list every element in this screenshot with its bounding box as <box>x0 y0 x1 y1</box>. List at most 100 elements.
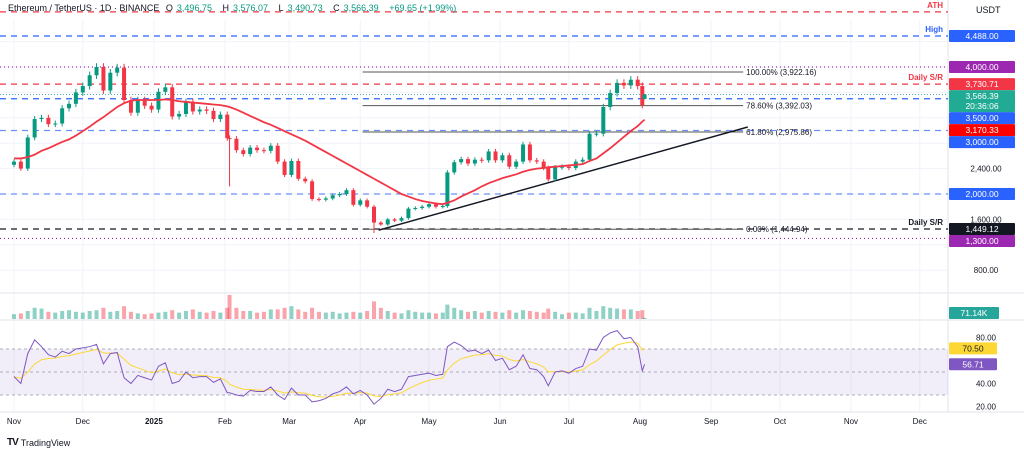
candle-body <box>39 117 44 120</box>
volume-bar <box>372 301 377 319</box>
candle-body <box>413 207 418 209</box>
volume-bar <box>459 310 464 319</box>
candle-body <box>440 206 445 208</box>
candle-body <box>248 147 253 154</box>
candle-body <box>135 100 140 113</box>
candle-body <box>67 103 72 109</box>
volume-badge <box>949 307 999 319</box>
volume-bar <box>615 308 620 319</box>
candle-body <box>527 144 532 161</box>
volume-bar <box>385 311 390 319</box>
level-label: Daily S/R <box>908 73 943 82</box>
price-axis-badge <box>949 112 1015 125</box>
volume-bar <box>472 311 477 319</box>
volume-bar <box>628 309 633 319</box>
tradingview-logo[interactable]: TV TradingView <box>7 437 70 448</box>
candle-body <box>80 86 85 93</box>
volume-bar <box>255 312 260 319</box>
x-tick-label: Nov <box>844 417 858 426</box>
candle-body <box>163 87 168 92</box>
candle-body <box>640 86 645 106</box>
volume-bar <box>580 313 585 319</box>
candle-body <box>46 117 51 125</box>
candle-body <box>466 159 471 164</box>
volume-bar <box>142 314 147 319</box>
volume-bar <box>80 312 85 319</box>
volume-bar <box>479 312 484 319</box>
volume-bar <box>108 311 113 319</box>
candle-body <box>392 219 397 221</box>
candle-body <box>94 67 99 76</box>
volume-bar <box>289 306 294 319</box>
volume-bar <box>241 311 246 319</box>
x-tick-label: Nov <box>7 417 21 426</box>
candle-body <box>344 190 349 194</box>
volume-bar <box>635 311 640 319</box>
volume-bar <box>190 309 195 319</box>
volume-bar <box>560 314 565 319</box>
volume-bar <box>225 307 230 319</box>
candle-body <box>452 162 457 173</box>
ohlc-open: O 3,496.75 <box>165 3 212 13</box>
volume-bar <box>156 312 161 319</box>
x-tick-label: Mar <box>282 417 296 426</box>
volume-bar <box>128 311 133 319</box>
volume-bar <box>170 310 175 319</box>
ma-badge-text: 3,170.33 <box>965 125 998 135</box>
current-price-text: 3,566.39 <box>965 91 998 101</box>
symbol-title[interactable]: Ethereum / TetherUS · 1D · BINANCE <box>8 3 160 13</box>
price-axis-badge <box>949 136 1015 149</box>
candle-body <box>507 155 512 167</box>
candle-body <box>587 133 592 160</box>
volume-bar <box>566 312 571 319</box>
candle-body <box>142 100 147 106</box>
volume-bar <box>248 311 253 319</box>
price-axis-badge-text: 1,300.00 <box>965 236 998 246</box>
candle-body <box>197 109 202 112</box>
candle-body <box>101 67 106 91</box>
candle-body <box>385 219 390 225</box>
candle-body <box>642 94 647 99</box>
volume-bar <box>218 312 223 319</box>
price-axis-badge-text: 3,000.00 <box>965 137 998 147</box>
currency-label[interactable]: USDT <box>976 5 1001 15</box>
x-tick-label: 2025 <box>145 417 163 426</box>
volume-bar <box>358 312 363 319</box>
candle-body <box>615 82 620 94</box>
candle-body <box>358 200 363 205</box>
candle-body <box>445 172 450 207</box>
volume-bar <box>573 312 578 319</box>
volume-bar <box>25 311 30 319</box>
volume-bar <box>316 311 321 319</box>
volume-bar <box>53 312 58 319</box>
x-tick-label: Dec <box>76 417 90 426</box>
volume-bar <box>640 310 645 319</box>
candle-body <box>594 133 599 135</box>
volume-bar <box>452 307 457 319</box>
fib-level-label: 61.80% (2,975.86) <box>746 128 812 137</box>
volume-bar <box>594 311 599 319</box>
candle-body <box>546 167 551 180</box>
volume-bar <box>378 307 383 319</box>
volume-bar <box>587 307 592 319</box>
candle-body <box>204 109 209 111</box>
volume-bar <box>351 311 356 319</box>
volume-bar <box>135 313 140 319</box>
x-tick-label: Apr <box>354 417 367 426</box>
countdown-text: 20:36:06 <box>965 101 998 111</box>
volume-bar <box>323 312 328 319</box>
candle-body <box>25 137 30 169</box>
x-tick-label: Jul <box>564 417 574 426</box>
candle-body <box>486 151 491 161</box>
fib-level-label: 78.60% (3,392.03) <box>746 102 812 111</box>
volume-bar <box>507 310 512 319</box>
candle-body <box>330 195 335 199</box>
price-axis-badge <box>949 222 1015 235</box>
candle-body <box>427 204 432 207</box>
level-label: ATH <box>927 1 943 10</box>
volume-bar <box>330 311 335 319</box>
rsi-badge <box>949 358 997 371</box>
price-axis-badge <box>949 30 1015 43</box>
volume-bar <box>73 311 78 319</box>
